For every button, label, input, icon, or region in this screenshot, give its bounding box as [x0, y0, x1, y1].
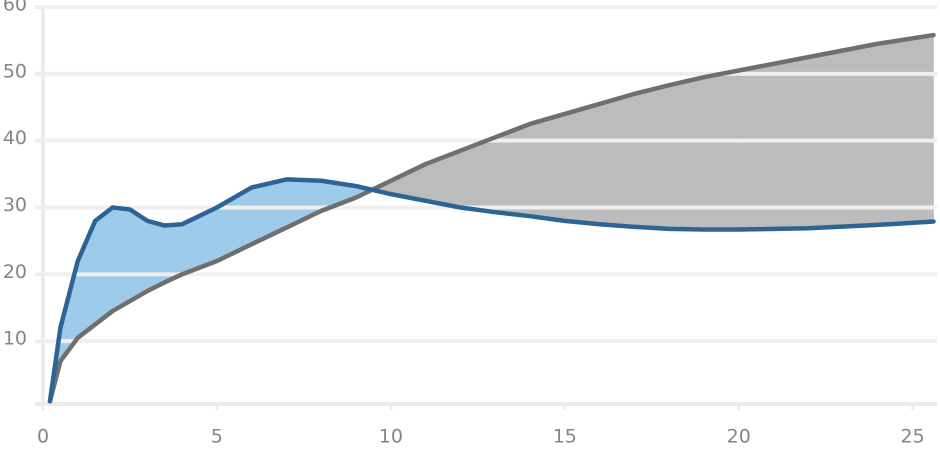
y-tick-label: 20 — [3, 261, 27, 283]
y-tick-label: 40 — [3, 127, 27, 149]
y-tick-label: 30 — [3, 194, 27, 216]
fill-between — [147, 220, 166, 292]
y-tick-label: 50 — [3, 60, 27, 82]
fill-between — [529, 113, 566, 222]
x-tick-label: 25 — [901, 426, 925, 448]
x-tick-label: 5 — [211, 426, 223, 448]
y-tick-label: 60 — [3, 0, 27, 16]
line — [47, 177, 936, 404]
fill-between — [738, 56, 809, 230]
y-tick-label: 10 — [3, 328, 27, 350]
fill-between — [94, 206, 113, 325]
fill-between — [112, 207, 131, 312]
fill-between — [129, 209, 148, 302]
x-tick-label: 15 — [553, 426, 577, 448]
fill-between — [494, 123, 531, 217]
x-tick-label: 0 — [37, 426, 49, 448]
x-tick-label: 10 — [379, 426, 403, 448]
fill-between — [808, 43, 879, 229]
fill-between — [877, 34, 934, 226]
x-tick-label: 20 — [727, 426, 751, 448]
